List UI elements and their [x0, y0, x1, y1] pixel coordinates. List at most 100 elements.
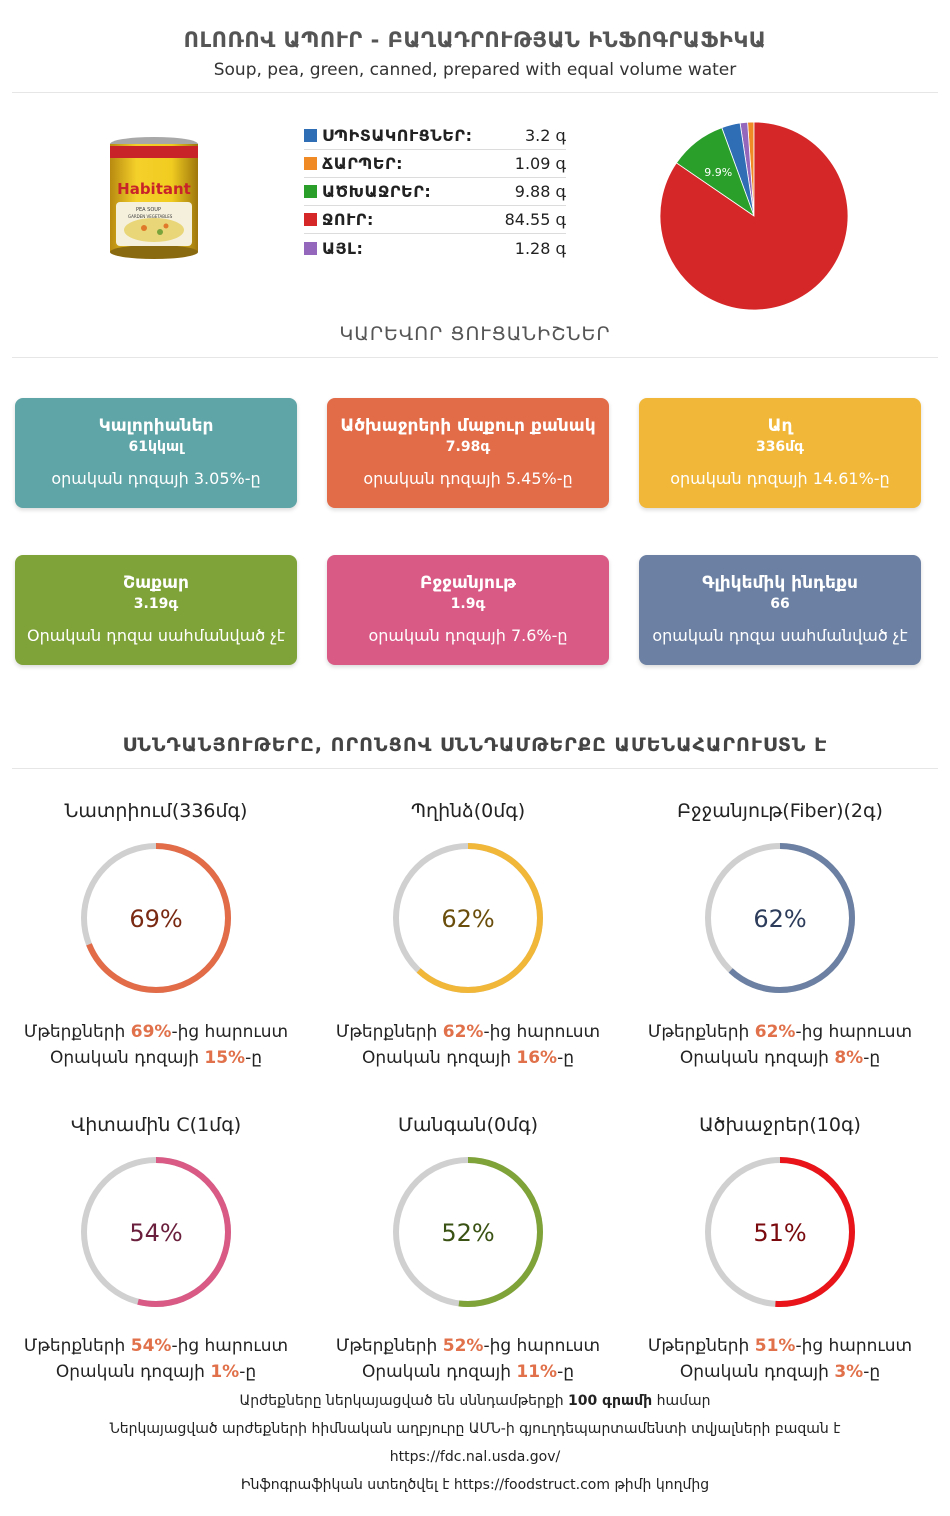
daily-prefix: Օրական դոզայի	[679, 1362, 835, 1382]
card-daily: Օրական դոզա սահմանված չէ	[26, 626, 286, 645]
ring-percent: 69%	[129, 905, 182, 933]
nutrient-name: Ածխաջրեր(10գ)	[699, 1114, 861, 1136]
nutrient-name: Բջջանյութ(Fiber)(2գ)	[677, 800, 883, 822]
macro-value: 84.55 գ	[504, 210, 566, 229]
daily-percent: 16%	[516, 1048, 558, 1068]
nutrient-ring: 54%	[81, 1157, 231, 1307]
daily-suffix: -ը	[557, 1362, 575, 1382]
nutrient-rich-line: Մթերքների 62%-ից հարուստ	[313, 1022, 623, 1042]
card-daily: օրական դոզայի 3.05%-ը	[51, 469, 261, 488]
macro-label: ՋՈՒՐ:	[322, 210, 374, 229]
rich-prefix: Մթերքների	[647, 1336, 755, 1356]
rich-percent: 62%	[754, 1022, 796, 1042]
macro-swatch	[304, 185, 317, 198]
footer-note-pre: Արժեքները ներկայացված են սննդամթերքի	[239, 1393, 569, 1409]
card-title: Աղ	[767, 416, 793, 436]
ring-progress	[705, 843, 855, 993]
daily-percent: 8%	[834, 1048, 864, 1068]
nutrient-ring: 62%	[393, 843, 543, 993]
footer-credit: Ինֆոգրաֆիկան ստեղծվել է https://foodstru…	[240, 1477, 710, 1493]
macro-swatch	[304, 129, 317, 142]
card-value: 1.9գ	[450, 596, 486, 612]
nutrient-rich-line: Մթերքների 52%-ից հարուստ	[313, 1336, 623, 1356]
nutrient-name: Պղինձ(0մգ)	[410, 800, 526, 822]
daily-suffix: -ը	[863, 1048, 881, 1068]
rich-prefix: Մթերքների	[335, 1022, 443, 1042]
macro-label: ՍՊԻՏԱԿՈՒՑՆԵՐ:	[322, 126, 473, 145]
indicator-card: Կալորիաներ 61կկալ օրական դոզայի 3.05%-ը	[15, 398, 297, 508]
pie-slice-label: 84.5%	[806, 301, 841, 312]
can-text-1: PEA SOUP	[136, 207, 161, 213]
daily-prefix: Օրական դոզայի	[361, 1048, 517, 1068]
nutrient-rich-line: Մթերքների 51%-ից հարուստ	[625, 1336, 935, 1356]
rich-prefix: Մթերքների	[647, 1022, 755, 1042]
pie-slice-label: 9.9%	[704, 166, 732, 179]
card-value: 7.98գ	[445, 439, 491, 455]
indicator-card: Աղ 336մգ օրական դոզայի 14.61%-ը	[639, 398, 921, 508]
rich-suffix: -ից հարուստ	[171, 1022, 289, 1042]
nutrient-item: Նատրիում(336մգ) 69% Մթերքների 69%-ից հարու…	[1, 800, 311, 1068]
rich-suffix: -ից հարուստ	[795, 1022, 913, 1042]
nutrient-name: Վիտամին C(1մգ)	[70, 1114, 242, 1136]
daily-percent: 1%	[210, 1362, 240, 1382]
card-title: Ածխաջրերի մաքուր քանակ	[340, 416, 596, 436]
rich-percent: 52%	[442, 1336, 484, 1356]
nutrient-rich-line: Մթերքների 69%-ից հարուստ	[1, 1022, 311, 1042]
product-can-image: Habitant PEA SOUP GARDEN VEGETABLES	[110, 137, 198, 259]
rich-percent: 62%	[442, 1022, 484, 1042]
macro-swatch	[304, 241, 317, 255]
divider	[12, 92, 938, 93]
rich-percent: 54%	[130, 1336, 172, 1356]
ring-percent: 54%	[129, 1219, 182, 1247]
ring-percent: 51%	[753, 1219, 806, 1247]
footer-source-link[interactable]: https://fdc.nal.usda.gov/	[389, 1449, 561, 1465]
nutrient-item: Մանգան(0մգ) 52% Մթերքների 52%-ից հարուստ Օր…	[313, 1114, 623, 1382]
macro-pie-chart: 9.9% 84.5%	[659, 121, 849, 312]
card-value: 61կկալ	[128, 439, 184, 455]
macro-swatch	[304, 157, 317, 170]
indicator-card: Գլիկեմիկ ինդեքս 66 օրական դոզա սահմանված չ…	[639, 555, 921, 665]
pie-slice	[659, 121, 849, 311]
rich-suffix: -ից հարուստ	[795, 1336, 913, 1356]
nutrient-ring: 51%	[705, 1157, 855, 1307]
card-value: 66	[770, 596, 790, 612]
ring-progress	[705, 1157, 855, 1307]
can-text-2: GARDEN VEGETABLES	[128, 214, 173, 219]
card-title: Գլիկեմիկ ինդեքս	[702, 573, 858, 593]
macro-row: ԱՅԼ: 1.28 գ	[304, 234, 566, 262]
indicator-card: Բջջանյութ 1.9գ օրական դոզայի 7.6%-ը	[327, 555, 609, 665]
page-subtitle: Soup, pea, green, canned, prepared with …	[213, 60, 737, 80]
indicator-card: Ածխաջրերի մաքուր քանակ 7.98գ օրական դոզայի…	[327, 398, 609, 508]
rich-prefix: Մթերքների	[335, 1336, 443, 1356]
daily-percent: 15%	[204, 1048, 246, 1068]
macro-value: 1.09 գ	[514, 154, 566, 173]
macro-label: ԱԾԽԱՋՐԵՐ:	[322, 182, 432, 201]
nutrient-ring: 52%	[393, 1157, 543, 1307]
macro-label: ԱՅԼ:	[322, 238, 364, 258]
card-value: 336մգ	[755, 439, 805, 455]
card-daily: օրական դոզա սահմանված չէ	[652, 626, 908, 645]
macro-swatch	[304, 213, 317, 226]
ring-progress	[393, 843, 543, 993]
daily-suffix: -ը	[239, 1362, 257, 1382]
can-brand: Habitant	[117, 180, 191, 198]
nutrient-daily-line: Օրական դոզայի 1%-ը	[1, 1362, 311, 1382]
rich-suffix: -ից հարուստ	[171, 1336, 289, 1356]
card-title: Բջջանյութ	[420, 573, 516, 593]
footer-source: Ներկայացված արժեքների հիմնական աղբյուրը …	[109, 1421, 841, 1437]
rich-percent: 69%	[130, 1022, 172, 1042]
nutrient-daily-line: Օրական դոզայի 11%-ը	[313, 1362, 623, 1382]
ring-percent: 52%	[441, 1219, 494, 1247]
card-value: 3.19գ	[133, 596, 179, 612]
daily-prefix: Օրական դոզայի	[49, 1048, 205, 1068]
nutrient-ring: 62%	[705, 843, 855, 993]
nutrient-daily-line: Օրական դոզայի 8%-ը	[625, 1048, 935, 1068]
rich-percent: 51%	[754, 1336, 796, 1356]
footer-note-bold: 100 գրամի	[568, 1393, 653, 1409]
nutrient-item: Ածխաջրեր(10գ) 51% Մթերքների 51%-ից հարուստ…	[625, 1114, 935, 1382]
macro-value: 3.2 գ	[524, 126, 566, 145]
nutrient-name: Նատրիում(336մգ)	[64, 800, 248, 822]
daily-suffix: -ը	[245, 1048, 263, 1068]
macro-row: ԱԾԽԱՋՐԵՐ: 9.88 գ	[304, 178, 566, 206]
nutrient-rich-line: Մթերքների 54%-ից հարուստ	[1, 1336, 311, 1356]
